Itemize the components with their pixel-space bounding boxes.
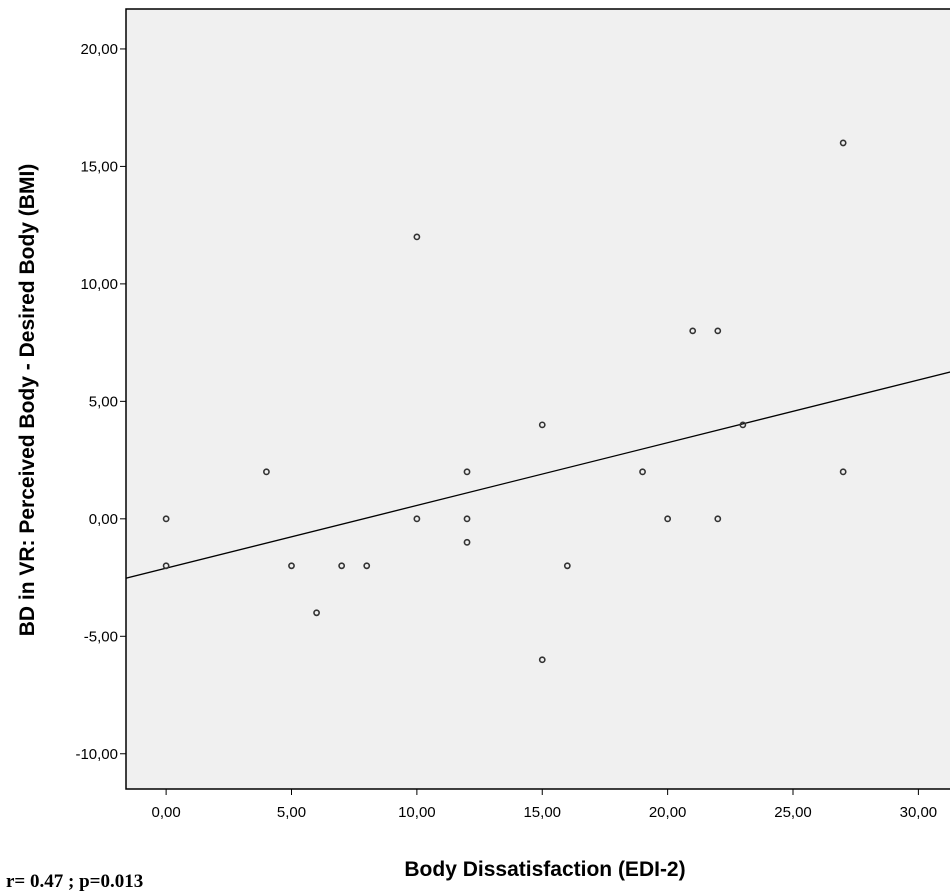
plot-area <box>125 8 950 790</box>
data-point <box>639 468 646 476</box>
y-tick-label: -10,00 <box>75 746 118 763</box>
data-point <box>538 421 546 429</box>
x-axis-ticks: 0,00 5,00 10,00 15,00 20,00 25,00 30,00 <box>152 789 938 821</box>
data-point <box>689 327 697 335</box>
data-point <box>463 538 471 546</box>
y-tick-label: 15,00 <box>80 158 118 175</box>
data-point <box>839 468 847 476</box>
x-tick-label: 25,00 <box>774 804 812 821</box>
data-point <box>463 515 471 523</box>
regression-line <box>125 371 950 579</box>
y-axis-ticks: -10,00 -5,00 0,00 5,00 10,00 15,00 20,00 <box>75 41 126 763</box>
y-tick-label: 0,00 <box>89 511 118 528</box>
x-tick-label: 15,00 <box>523 804 561 821</box>
correlation-annotation: r= 0.47 ; p=0.013 <box>6 871 143 892</box>
data-point <box>263 468 270 476</box>
y-tick-label: 20,00 <box>80 41 118 58</box>
data-point <box>714 515 722 523</box>
data-point <box>664 515 672 523</box>
y-axis-title: BD in VR: Perceived Body - Desired Body … <box>16 164 39 637</box>
x-axis-title: Body Dissatisfaction (EDI-2) <box>404 858 685 881</box>
data-point <box>413 515 421 523</box>
x-tick-label: 5,00 <box>277 804 306 821</box>
y-tick-label: -5,00 <box>84 628 118 645</box>
y-tick-label: 10,00 <box>80 276 118 293</box>
data-point <box>563 562 571 570</box>
data-point <box>413 233 421 241</box>
data-point <box>463 468 471 476</box>
data-point <box>739 421 747 429</box>
x-tick-label: 20,00 <box>649 804 687 821</box>
data-point <box>538 656 546 664</box>
data-point <box>288 562 295 570</box>
data-points <box>162 139 847 664</box>
data-point <box>162 562 170 570</box>
x-tick-label: 30,00 <box>900 804 938 821</box>
data-point <box>363 562 371 570</box>
y-tick-label: 5,00 <box>89 393 118 410</box>
x-tick-label: 0,00 <box>152 804 181 821</box>
data-point <box>313 609 320 617</box>
data-point <box>162 515 170 523</box>
data-point <box>714 327 722 335</box>
x-tick-label: 10,00 <box>398 804 436 821</box>
data-point <box>338 562 346 570</box>
data-point <box>839 139 847 147</box>
